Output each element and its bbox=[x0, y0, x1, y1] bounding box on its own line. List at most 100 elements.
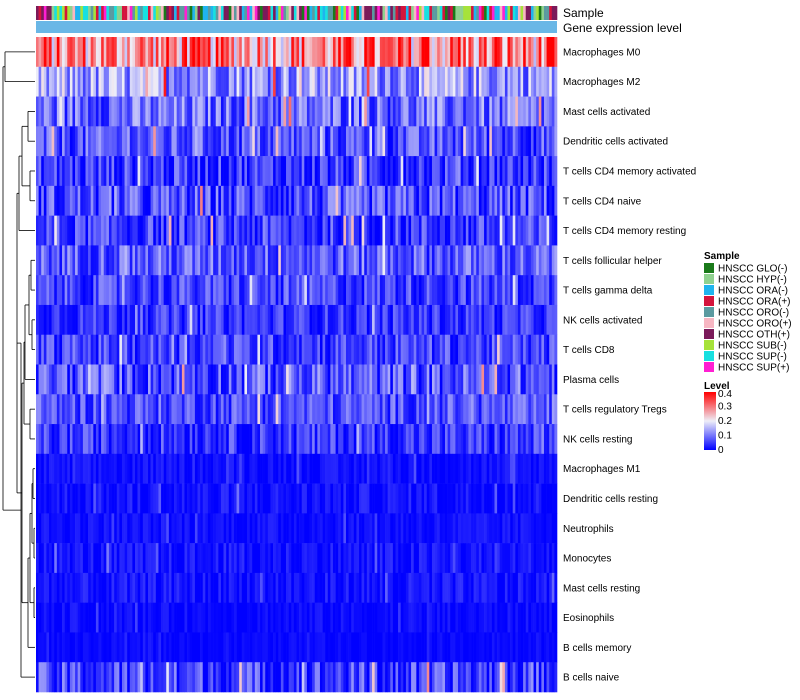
heatmap-cell bbox=[424, 37, 428, 68]
heatmap-cell bbox=[361, 215, 365, 246]
heatmap-cell bbox=[484, 215, 487, 246]
heatmap-cell bbox=[403, 185, 407, 216]
heatmap-cell bbox=[223, 37, 227, 68]
heatmap-cell bbox=[476, 37, 480, 68]
heatmap-cell bbox=[108, 424, 112, 455]
heatmap-cell bbox=[395, 245, 399, 276]
heatmap-cell bbox=[460, 66, 464, 97]
heatmap-cell bbox=[265, 364, 269, 395]
heatmap-cell bbox=[189, 245, 193, 276]
heatmap-cell bbox=[426, 483, 430, 514]
heatmap-cell bbox=[452, 156, 456, 187]
heatmap-cell bbox=[460, 453, 464, 484]
heatmap-cell bbox=[41, 364, 45, 395]
heatmap-cell bbox=[296, 572, 300, 603]
heatmap-cell bbox=[207, 483, 211, 514]
sample-annotation-cell bbox=[489, 6, 493, 20]
heatmap-cell bbox=[382, 602, 386, 633]
heatmap-cell bbox=[301, 245, 305, 276]
heatmap-cell bbox=[155, 483, 159, 514]
heatmap-cell bbox=[356, 215, 360, 246]
heatmap-cell bbox=[267, 513, 271, 544]
heatmap-cell bbox=[98, 334, 102, 365]
heatmap-cell bbox=[528, 513, 532, 544]
heatmap-cell bbox=[512, 424, 516, 455]
heatmap-cell bbox=[538, 453, 542, 484]
heatmap-cell bbox=[241, 66, 245, 97]
heatmap-cell bbox=[549, 215, 553, 246]
heatmap-cell bbox=[69, 453, 73, 484]
heatmap-cell bbox=[179, 483, 183, 514]
heatmap-cell bbox=[460, 483, 464, 514]
heatmap-cell bbox=[476, 334, 480, 365]
heatmap-cell bbox=[348, 424, 352, 455]
heatmap-cell bbox=[517, 662, 521, 693]
heatmap-cell bbox=[455, 394, 459, 425]
heatmap-cell bbox=[174, 364, 177, 395]
heatmap-cell bbox=[163, 483, 167, 514]
heatmap-cell bbox=[210, 126, 214, 157]
heatmap-cell bbox=[275, 37, 279, 68]
heatmap-cell bbox=[124, 215, 128, 246]
heatmap-cell bbox=[129, 453, 133, 484]
heatmap-cell bbox=[106, 334, 110, 365]
heatmap-cell bbox=[244, 632, 248, 663]
heatmap-cell bbox=[140, 543, 144, 574]
heatmap-cell bbox=[533, 424, 537, 455]
heatmap-cell bbox=[348, 602, 352, 633]
heatmap-cell bbox=[369, 126, 373, 157]
heatmap-cell bbox=[541, 632, 545, 663]
heatmap-cell bbox=[499, 543, 503, 574]
heatmap-cell bbox=[452, 334, 456, 365]
heatmap-cell bbox=[460, 632, 464, 663]
heatmap-cell bbox=[390, 572, 394, 603]
heatmap-cell bbox=[325, 662, 329, 693]
heatmap-cell bbox=[359, 334, 362, 365]
heatmap-cell bbox=[504, 543, 508, 574]
heatmap-cell bbox=[267, 602, 271, 633]
heatmap-cell bbox=[385, 275, 388, 306]
heatmap-cell bbox=[377, 632, 381, 663]
heatmap-cell bbox=[296, 453, 300, 484]
heatmap-cell bbox=[400, 304, 404, 336]
heatmap-cell bbox=[395, 424, 399, 455]
heatmap-cell bbox=[116, 275, 120, 306]
heatmap-cell bbox=[499, 632, 503, 663]
heatmap-cell bbox=[512, 394, 516, 425]
heatmap-cell bbox=[210, 602, 214, 633]
heatmap-cell bbox=[499, 66, 503, 97]
heatmap-cell bbox=[252, 156, 256, 187]
heatmap-cell bbox=[463, 156, 467, 187]
heatmap-cell bbox=[43, 275, 47, 306]
heatmap-cell bbox=[504, 572, 508, 603]
heatmap-cell bbox=[465, 394, 469, 425]
heatmap-cell bbox=[478, 364, 482, 395]
heatmap-cell bbox=[343, 215, 347, 246]
heatmap-cell bbox=[82, 572, 86, 603]
heatmap-cell bbox=[189, 543, 193, 574]
heatmap-cell bbox=[400, 453, 404, 484]
legend-swatch bbox=[704, 318, 714, 328]
sample-annotation-cell bbox=[517, 6, 521, 20]
heatmap-cell bbox=[75, 215, 78, 246]
heatmap-cell bbox=[140, 215, 144, 246]
heatmap-cell bbox=[481, 543, 485, 574]
heatmap-cell bbox=[312, 304, 316, 336]
heatmap-cell bbox=[166, 66, 170, 97]
heatmap-cell bbox=[340, 66, 344, 97]
heatmap-cell bbox=[359, 215, 362, 246]
heatmap-cell bbox=[93, 304, 97, 336]
heatmap-cell bbox=[554, 126, 558, 157]
heatmap-cell bbox=[267, 304, 271, 336]
heatmap-cell bbox=[210, 245, 214, 276]
heatmap-cell bbox=[108, 66, 112, 97]
heatmap-cell bbox=[304, 96, 308, 127]
sample-annotation-cell bbox=[205, 6, 209, 20]
heatmap-cell bbox=[447, 394, 451, 425]
heatmap-cell bbox=[176, 513, 180, 544]
heatmap-cell bbox=[166, 364, 170, 395]
heatmap-cell bbox=[228, 483, 232, 514]
heatmap-cell bbox=[366, 513, 370, 544]
heatmap-cell bbox=[549, 364, 553, 395]
sample-annotation-cell bbox=[416, 6, 420, 20]
